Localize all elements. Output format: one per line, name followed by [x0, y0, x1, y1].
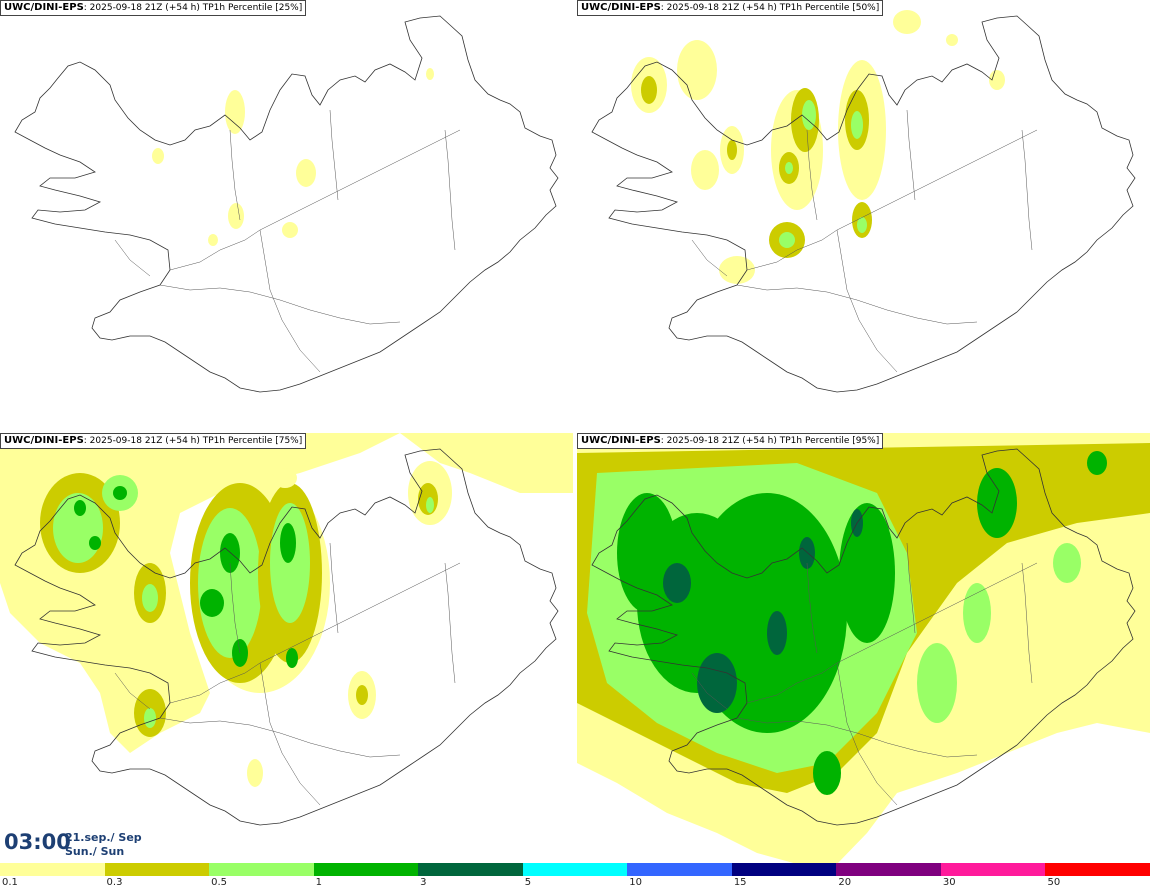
legend-swatch — [1045, 863, 1150, 876]
run-info: : 2025-09-18 21Z (+54 h) TP1h Percentile… — [660, 436, 880, 446]
iceland-outline — [14, 448, 559, 826]
legend-swatch — [522, 863, 628, 876]
legend-swatch — [731, 863, 837, 876]
legend-tick-label: 5 — [524, 877, 532, 888]
legend-tick-label: 0.3 — [106, 877, 123, 888]
legend-tick-label: 0.5 — [211, 877, 227, 888]
legend-tick-label: 0.1 — [2, 877, 18, 888]
run-info: : 2025-09-18 21Z (+54 h) TP1h Percentile… — [83, 436, 303, 446]
legend-swatch — [0, 863, 105, 876]
iceland-map — [14, 15, 559, 393]
iceland-map — [591, 10, 1136, 393]
panel-title: UWC/DINI-EPS: 2025-09-18 21Z (+54 h) TP1… — [0, 433, 307, 449]
legend-tick-label: 30 — [942, 877, 956, 888]
precip-fill — [152, 68, 434, 246]
model-name: UWC/DINI-EPS — [4, 2, 84, 13]
legend-swatch — [940, 863, 1046, 876]
panel-title: UWC/DINI-EPS: 2025-09-18 21Z (+54 h) TP1… — [577, 433, 884, 449]
map-panel-p50: UWC/DINI-EPS: 2025-09-18 21Z (+54 h) TP1… — [577, 0, 1150, 431]
map-panel-p25: UWC/DINI-EPS: 2025-09-18 21Z (+54 h) TP1… — [0, 0, 573, 431]
precip-fill — [631, 10, 1005, 284]
legend-tick-label: 20 — [838, 877, 852, 888]
iceland-map — [0, 433, 573, 826]
run-info: : 2025-09-18 21Z (+54 h) TP1h Percentile… — [660, 3, 880, 13]
iceland-outline — [591, 15, 1136, 393]
legend-tick-label: 50 — [1047, 877, 1061, 888]
legend-swatch — [313, 863, 419, 876]
legend-tick-label: 3 — [420, 877, 427, 888]
precip-fill — [577, 433, 1150, 864]
precip-fill — [0, 433, 573, 787]
run-info: : 2025-09-18 21Z (+54 h) TP1h Percentile… — [83, 3, 303, 13]
map-panel-p95: UWC/DINI-EPS: 2025-09-18 21Z (+54 h) TP1… — [577, 433, 1150, 864]
model-name: UWC/DINI-EPS — [581, 2, 661, 13]
iceland-outline — [14, 15, 559, 393]
legend-swatch — [418, 863, 523, 876]
valid-date: 21.sep./ Sep — [65, 831, 142, 844]
legend-tick-label: 10 — [629, 877, 642, 888]
legend-tick-label: 1 — [315, 877, 322, 888]
legend-swatch — [627, 863, 732, 876]
valid-weekday: Sun./ Sun — [65, 845, 125, 858]
legend-colorbar — [0, 863, 1150, 876]
valid-time: 03:00 — [4, 830, 71, 854]
legend-swatch — [209, 863, 314, 876]
model-name: UWC/DINI-EPS — [581, 435, 661, 446]
legend-tick-label: 15 — [733, 877, 747, 888]
legend-swatch — [836, 863, 941, 876]
map-panel-p75: UWC/DINI-EPS: 2025-09-18 21Z (+54 h) TP1… — [0, 433, 573, 864]
panel-title: UWC/DINI-EPS: 2025-09-18 21Z (+54 h) TP1… — [577, 0, 884, 16]
legend-swatch — [104, 863, 210, 876]
valid-time-box: 03:00 21.sep./ Sep Sun./ Sun — [0, 826, 142, 862]
color-legend: 0.1 0.3 0.5 1 3 5 10 15 20 30 50 — [0, 863, 1150, 891]
iceland-outline — [591, 448, 1136, 826]
model-name: UWC/DINI-EPS — [4, 435, 84, 446]
panel-title: UWC/DINI-EPS: 2025-09-18 21Z (+54 h) TP1… — [0, 0, 307, 16]
iceland-map — [577, 433, 1150, 864]
